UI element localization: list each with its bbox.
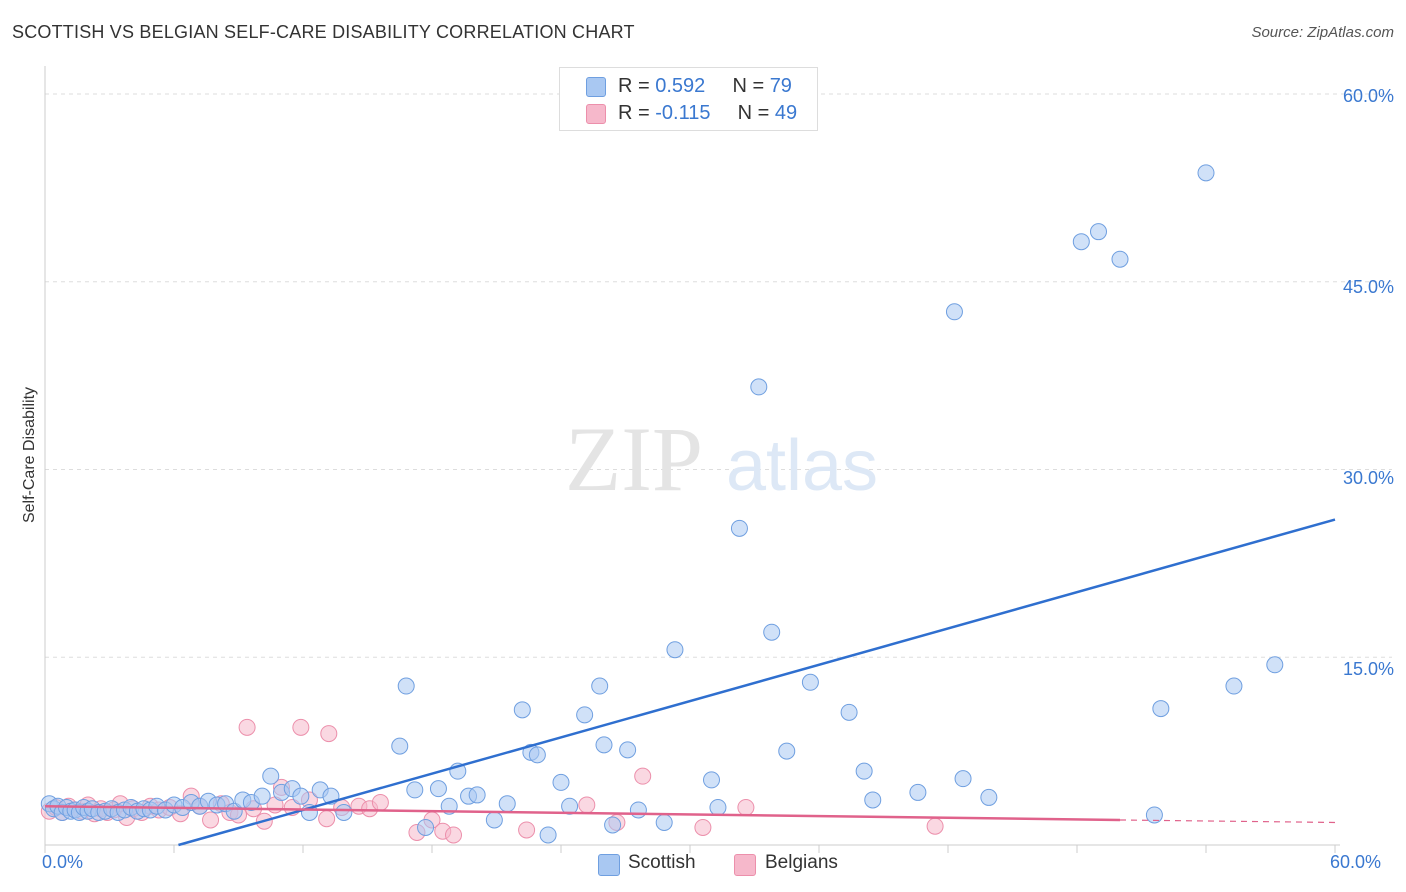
belgians-trend-line: [44, 804, 1121, 822]
belgians-point: [737, 798, 755, 816]
scottish-point: [498, 795, 516, 813]
scottish-point: [980, 788, 998, 806]
belgians-n-value: 49: [774, 102, 798, 124]
y-tick-label: 45.0%: [1342, 277, 1394, 297]
scottish-point: [1152, 700, 1170, 718]
belgians-point: [578, 796, 596, 814]
scottish-point: [485, 811, 503, 829]
scottish-point: [397, 677, 415, 695]
scottish-point: [1266, 656, 1284, 674]
scottish-r-label: R =: [618, 75, 650, 97]
scottish-point: [954, 770, 972, 788]
scottish-point: [945, 303, 963, 321]
scottish-point: [406, 781, 424, 799]
scottish-point: [429, 780, 447, 798]
belgians-r-value: -0.115: [655, 102, 711, 124]
scottish-point: [591, 677, 609, 695]
belgians-point: [320, 725, 338, 743]
scottish-point: [730, 519, 748, 537]
scottish-point: [655, 813, 673, 831]
scottish-point: [468, 786, 486, 804]
scottish-point: [595, 736, 613, 754]
legend-belgians-swatch: [734, 854, 756, 876]
scottish-point: [1197, 164, 1215, 182]
scottish-point: [417, 818, 435, 836]
belgians-trend-extension: [1119, 819, 1336, 824]
scottish-n-value: 79: [769, 75, 792, 97]
scottish-point: [778, 742, 796, 760]
scottish-point: [1090, 223, 1107, 241]
scottish-point: [629, 801, 647, 819]
scottish-point: [1111, 250, 1129, 268]
scottish-point: [763, 623, 781, 641]
trend-lines: [44, 518, 1336, 847]
belgians-point: [202, 811, 220, 829]
chart-title: SCOTTISH VS BELGIAN SELF-CARE DISABILITY…: [12, 22, 635, 42]
belgians-swatch: [586, 104, 606, 124]
x-tick-label: 60.0%: [1330, 852, 1382, 872]
belgians-point: [694, 818, 712, 836]
belgians-point: [926, 817, 944, 835]
scottish-point: [864, 791, 882, 809]
scottish-n-label: N =: [732, 75, 765, 97]
belgians-point: [518, 821, 536, 839]
scottish-point: [604, 816, 622, 834]
y-tick-label: 15.0%: [1342, 659, 1394, 679]
legend-belgians-label: Belgians: [765, 852, 838, 873]
belgians-point: [292, 718, 310, 736]
scottish-point: [840, 703, 858, 721]
legend-scottish-swatch: [598, 854, 620, 876]
scottish-point: [513, 701, 531, 719]
source-label: Source: ZipAtlas.com: [1251, 24, 1394, 41]
belgians-point: [445, 826, 462, 844]
scottish-point: [335, 803, 353, 821]
scottish-point: [262, 767, 280, 785]
scottish-point: [292, 787, 310, 805]
scottish-point: [750, 378, 768, 396]
scottish-point: [253, 787, 271, 805]
scottish-trend-line: [178, 518, 1336, 847]
scottish-point: [666, 641, 684, 659]
scottish-point: [801, 673, 819, 691]
scottish-point: [552, 773, 570, 791]
belgians-point: [371, 793, 389, 811]
scottish-point: [1145, 806, 1163, 824]
grid-lines: [45, 93, 1392, 658]
scottish-point: [619, 741, 637, 759]
belgians-stats: R = -0.115 N = 49: [618, 102, 797, 125]
scottish-point: [528, 746, 546, 764]
scottish-stats: R = 0.592 N = 79: [618, 75, 792, 98]
scottish-point: [561, 797, 579, 815]
belgians-n-label: N =: [737, 102, 770, 124]
scottish-point: [909, 783, 927, 801]
axes: [44, 66, 1340, 853]
scottish-point: [539, 826, 557, 844]
scottish-point: [855, 762, 873, 780]
y-tick-label: 60.0%: [1342, 86, 1394, 106]
watermark-zip: ZIP: [565, 408, 703, 510]
y-tick-label: 30.0%: [1342, 468, 1394, 488]
belgians-point: [634, 767, 652, 785]
scottish-point: [703, 771, 720, 789]
belgians-point: [238, 718, 256, 736]
scottish-point: [1225, 677, 1243, 695]
scottish-r-value: 0.592: [655, 75, 706, 97]
stats-box: R = 0.592 N = 79 R = -0.115 N = 49: [559, 67, 818, 131]
y-axis-label: Self-Care Disability: [21, 386, 38, 524]
scottish-point: [391, 737, 409, 755]
scottish-point: [576, 706, 594, 724]
legend-scottish-label: Scottish: [628, 852, 696, 873]
scottish-point: [225, 802, 243, 820]
x-tick-label: 0.0%: [42, 852, 84, 872]
watermark-atlas: atlas: [726, 426, 878, 506]
belgians-r-label: R =: [618, 102, 650, 124]
belgians-point: [318, 810, 336, 828]
scottish-point: [1072, 233, 1090, 251]
scottish-swatch: [586, 77, 606, 97]
scottish-point: [709, 798, 727, 816]
